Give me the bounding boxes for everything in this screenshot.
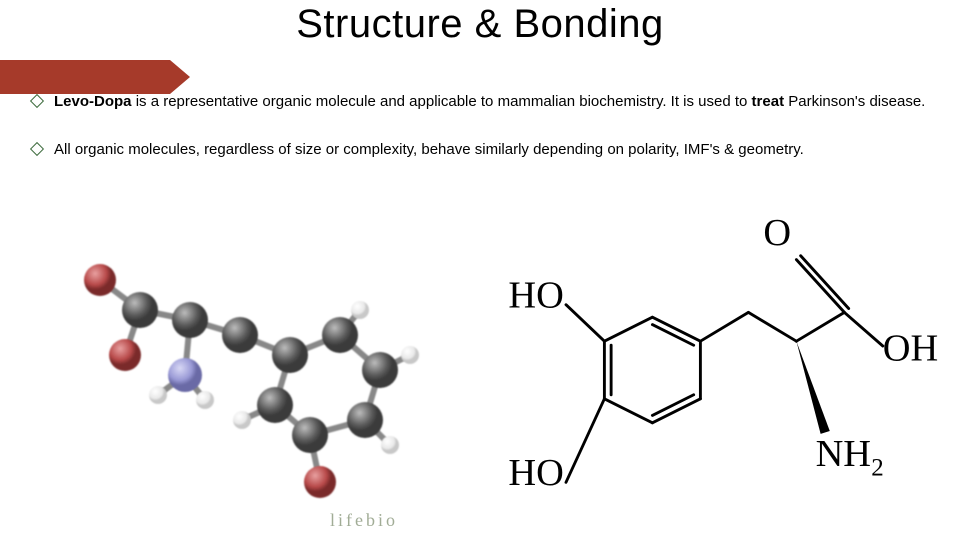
- accent-bar: [0, 60, 170, 94]
- svg-text:HO: HO: [508, 452, 563, 494]
- bullet-list: Levo-Dopa is a representative organic mo…: [32, 92, 932, 189]
- bullet-text: Levo-Dopa is a representative organic mo…: [54, 92, 925, 112]
- svg-text:NH: NH: [816, 433, 871, 475]
- watermark-text: lifebio: [330, 510, 398, 531]
- diamond-icon: [30, 94, 44, 108]
- accent-arrow-icon: [170, 60, 190, 94]
- bullet-item: All organic molecules, regardless of siz…: [32, 140, 932, 160]
- slide-title: Structure & Bonding: [0, 2, 960, 47]
- svg-text:OH: OH: [883, 327, 938, 369]
- svg-text:O: O: [763, 212, 791, 254]
- bullet-item: Levo-Dopa is a representative organic mo…: [32, 92, 932, 112]
- diamond-icon: [30, 142, 44, 156]
- bullet-text: All organic molecules, regardless of siz…: [54, 140, 804, 160]
- molecule-2d-figure: O HO OH NH2 HO: [470, 210, 950, 530]
- slide: Structure & Bonding Levo-Dopa is a repre…: [0, 0, 960, 540]
- svg-text:2: 2: [871, 455, 883, 482]
- svg-text:HO: HO: [508, 275, 563, 317]
- molecule-3d-figure: [40, 220, 440, 520]
- image-row: O HO OH NH2 HO: [0, 200, 960, 540]
